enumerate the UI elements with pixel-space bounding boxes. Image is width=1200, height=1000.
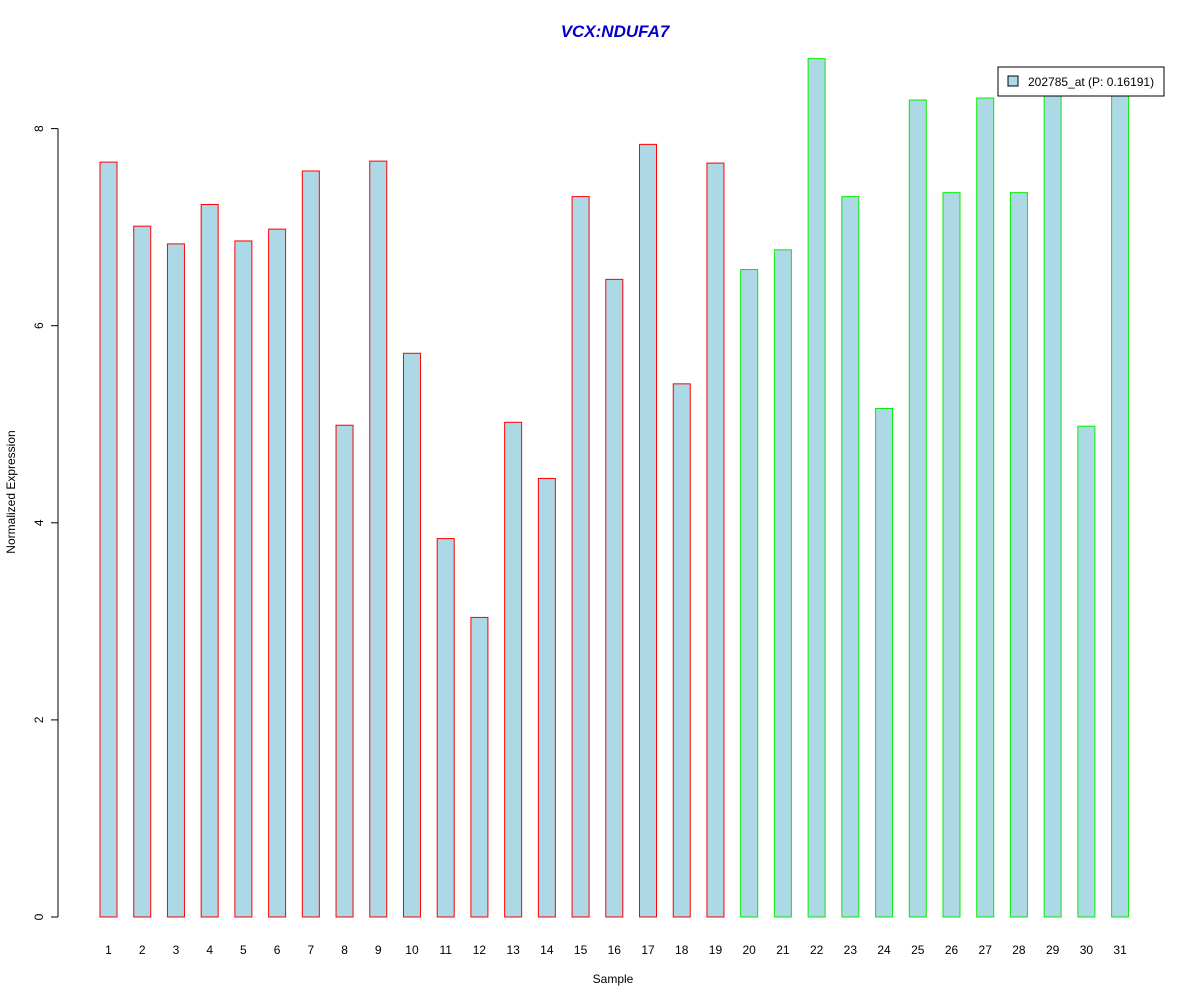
bar [875, 407, 894, 918]
bar [133, 225, 152, 918]
x-tick-label: 31 [1113, 943, 1127, 957]
bar [537, 477, 556, 918]
x-tick-label: 4 [206, 943, 213, 957]
bar [369, 160, 388, 918]
x-tick-label: 6 [274, 943, 281, 957]
x-tick-label: 11 [439, 943, 452, 957]
x-tick-label: 28 [1012, 943, 1026, 957]
x-tick-label: 23 [844, 943, 858, 957]
x-tick-label: 12 [473, 943, 487, 957]
bar [571, 196, 590, 918]
bar [1077, 425, 1096, 918]
y-tick-label: 0 [32, 913, 46, 920]
y-tick-label: 6 [32, 322, 46, 329]
bar [639, 143, 658, 918]
bar [908, 99, 927, 918]
x-tick-label: 25 [911, 943, 925, 957]
legend-swatch [1007, 75, 1019, 87]
y-tick-label: 4 [32, 519, 46, 526]
bar [1111, 93, 1130, 918]
x-tick-label: 17 [641, 943, 655, 957]
x-tick-label: 27 [979, 943, 993, 957]
bar [1043, 93, 1062, 918]
legend-box [997, 66, 1165, 97]
y-tick-label: 8 [32, 125, 46, 132]
bar [706, 162, 725, 918]
bar [436, 538, 455, 918]
x-tick-labels: 1 2 3 4 5 6 7 8 9 10 11 12 13 14 15 16 17 18 19 20 21 22 23 24 2… [105, 943, 1127, 957]
x-tick-label: 21 [776, 943, 790, 957]
x-tick-label: 26 [945, 943, 959, 957]
bar [166, 243, 185, 918]
legend: 202785_at (P: 0.16191) [997, 66, 1165, 97]
x-tick-label: 14 [540, 943, 554, 957]
bar [301, 170, 320, 918]
bar [402, 352, 421, 918]
bars [99, 58, 1130, 918]
x-tick-label: 29 [1046, 943, 1060, 957]
bar [740, 269, 759, 918]
x-tick-label: 1 [105, 943, 112, 957]
bar [99, 161, 118, 918]
x-tick-label: 24 [877, 943, 891, 957]
x-tick-label: 8 [341, 943, 348, 957]
bar [605, 278, 624, 918]
bar [976, 97, 995, 918]
x-axis-label: Sample [593, 972, 634, 986]
legend-label: 202785_at (P: 0.16191) [1028, 75, 1154, 89]
y-tick-label: 2 [32, 716, 46, 723]
x-tick-label: 19 [709, 943, 723, 957]
x-tick-label: 16 [608, 943, 622, 957]
x-tick-label: 30 [1080, 943, 1094, 957]
bar [200, 203, 219, 918]
bar [470, 616, 489, 918]
bar [504, 421, 523, 918]
bar [841, 196, 860, 918]
bar [1009, 192, 1028, 918]
x-tick-label: 5 [240, 943, 247, 957]
bar [268, 228, 287, 918]
chart-title: VCX:NDUFA7 [561, 22, 671, 41]
y-axis-label: Normalized Expression [4, 430, 18, 553]
x-tick-label: 7 [307, 943, 314, 957]
x-tick-label: 15 [574, 943, 588, 957]
bar [672, 383, 691, 918]
x-tick-label: 3 [173, 943, 180, 957]
bar [234, 240, 253, 918]
x-tick-label: 2 [139, 943, 146, 957]
y-axis: 0 2 4 6 8 [32, 125, 59, 920]
bar [807, 58, 826, 918]
x-tick-label: 20 [743, 943, 757, 957]
x-tick-label: 9 [375, 943, 382, 957]
x-tick-label: 22 [810, 943, 824, 957]
bar [773, 249, 792, 918]
bar [335, 424, 354, 918]
x-tick-label: 18 [675, 943, 689, 957]
x-tick-label: 13 [506, 943, 520, 957]
bar [942, 192, 961, 918]
x-tick-label: 10 [405, 943, 419, 957]
